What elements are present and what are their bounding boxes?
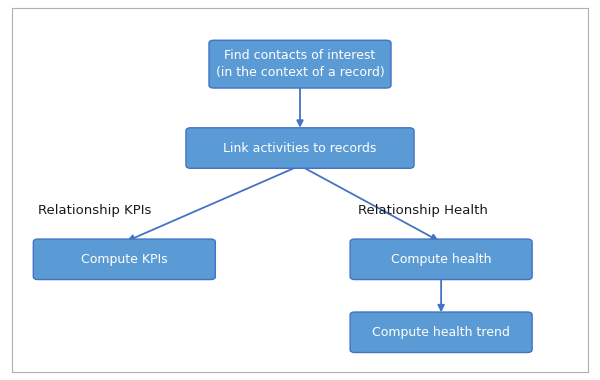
FancyBboxPatch shape bbox=[34, 239, 215, 280]
Text: Compute health: Compute health bbox=[391, 253, 491, 266]
Text: Relationship Health: Relationship Health bbox=[358, 204, 487, 217]
Text: Find contacts of interest
(in the context of a record): Find contacts of interest (in the contex… bbox=[215, 49, 385, 79]
Text: Link activities to records: Link activities to records bbox=[223, 141, 377, 155]
FancyBboxPatch shape bbox=[350, 312, 532, 353]
FancyBboxPatch shape bbox=[186, 128, 414, 168]
Text: Compute health trend: Compute health trend bbox=[372, 326, 510, 339]
FancyBboxPatch shape bbox=[209, 40, 391, 88]
FancyBboxPatch shape bbox=[350, 239, 532, 280]
Text: Relationship KPIs: Relationship KPIs bbox=[38, 204, 151, 217]
Text: Compute KPIs: Compute KPIs bbox=[81, 253, 167, 266]
